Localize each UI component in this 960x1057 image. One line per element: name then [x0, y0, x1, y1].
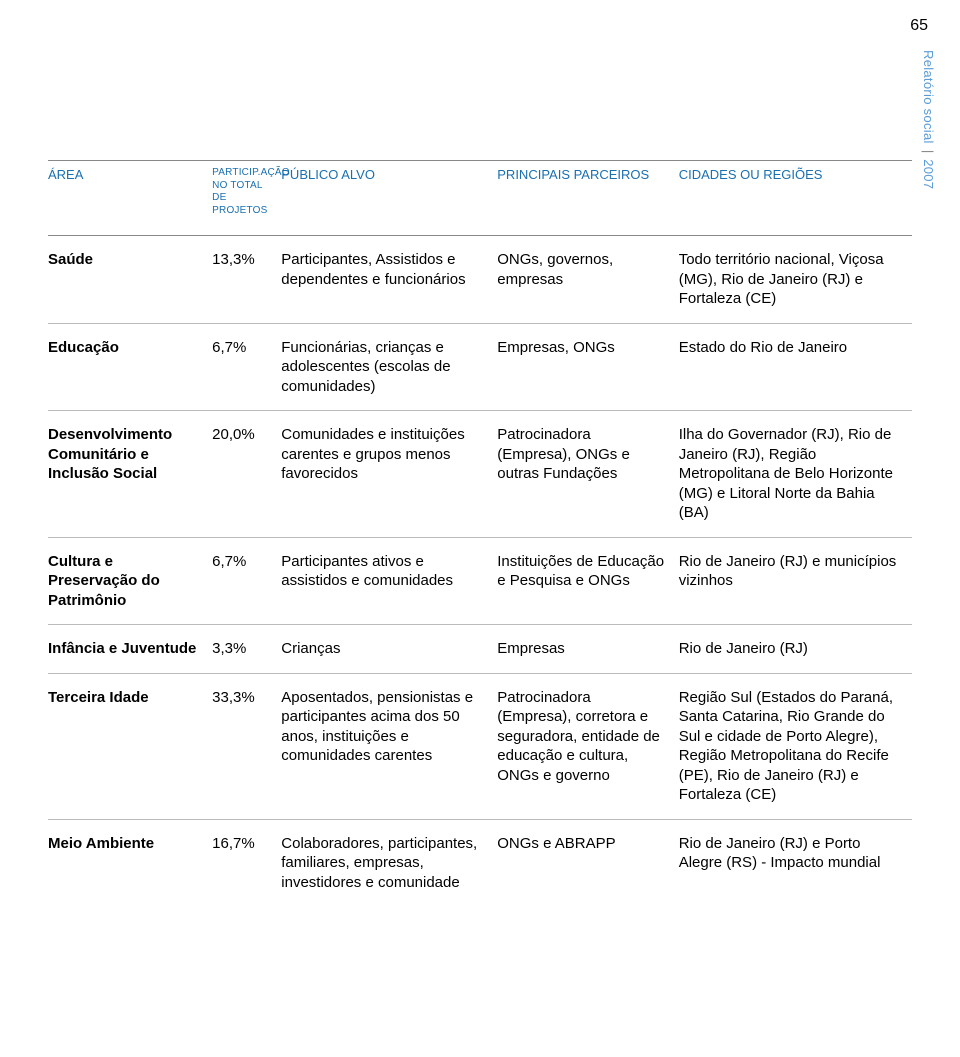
cell-area: Meio Ambiente	[48, 819, 212, 906]
table-header: ÁREA PARTICIP.AÇÃO NO TOTAL DE PROJETOS …	[48, 161, 912, 236]
col-header-particip: PARTICIP.AÇÃO NO TOTAL DE PROJETOS	[212, 161, 281, 236]
table-body: Saúde 13,3% Participantes, Assistidos e …	[48, 236, 912, 907]
projects-table: ÁREA PARTICIP.AÇÃO NO TOTAL DE PROJETOS …	[48, 160, 912, 906]
col-header-publico: PÚBLICO ALVO	[281, 161, 497, 236]
cell-cidades: Rio de Janeiro (RJ)	[679, 625, 912, 674]
cell-cidades: Rio de Janeiro (RJ) e Porto Alegre (RS) …	[679, 819, 912, 906]
cell-pct: 6,7%	[212, 323, 281, 411]
cell-cidades: Região Sul (Estados do Paraná, Santa Cat…	[679, 673, 912, 819]
table-row: Educação 6,7% Funcionárias, crianças e a…	[48, 323, 912, 411]
cell-publico: Aposentados, pensionistas e participante…	[281, 673, 497, 819]
table-header-row: ÁREA PARTICIP.AÇÃO NO TOTAL DE PROJETOS …	[48, 161, 912, 236]
cell-parceiros: Patrocinadora (Empresa), corretora e seg…	[497, 673, 678, 819]
cell-parceiros: Empresas	[497, 625, 678, 674]
cell-cidades: Rio de Janeiro (RJ) e municípios vizinho…	[679, 537, 912, 625]
cell-parceiros: Patrocinadora (Empresa), ONGs e outras F…	[497, 411, 678, 538]
cell-pct: 20,0%	[212, 411, 281, 538]
table-row: Desenvolvimento Comunitário e Inclusão S…	[48, 411, 912, 538]
cell-publico: Participantes, Assistidos e dependentes …	[281, 236, 497, 324]
cell-area: Infância e Juventude	[48, 625, 212, 674]
side-label-sep: |	[921, 146, 936, 158]
page-number: 65	[910, 16, 928, 37]
side-running-header: Relatório social | 2007	[919, 50, 936, 189]
cell-publico: Comunidades e instituições carentes e gr…	[281, 411, 497, 538]
table-row: Saúde 13,3% Participantes, Assistidos e …	[48, 236, 912, 324]
cell-parceiros: Instituições de Educação e Pesquisa e ON…	[497, 537, 678, 625]
cell-publico: Crianças	[281, 625, 497, 674]
cell-pct: 33,3%	[212, 673, 281, 819]
cell-pct: 6,7%	[212, 537, 281, 625]
cell-area: Desenvolvimento Comunitário e Inclusão S…	[48, 411, 212, 538]
cell-cidades: Ilha do Governador (RJ), Rio de Janeiro …	[679, 411, 912, 538]
cell-pct: 3,3%	[212, 625, 281, 674]
cell-publico: Participantes ativos e assistidos e comu…	[281, 537, 497, 625]
cell-cidades: Estado do Rio de Janeiro	[679, 323, 912, 411]
cell-publico: Colaboradores, participantes, familiares…	[281, 819, 497, 906]
table-row: Infância e Juventude 3,3% Crianças Empre…	[48, 625, 912, 674]
col-header-area: ÁREA	[48, 161, 212, 236]
cell-parceiros: ONGs e ABRAPP	[497, 819, 678, 906]
cell-area: Saúde	[48, 236, 212, 324]
table-row: Meio Ambiente 16,7% Colaboradores, parti…	[48, 819, 912, 906]
projects-table-container: ÁREA PARTICIP.AÇÃO NO TOTAL DE PROJETOS …	[48, 160, 912, 906]
cell-pct: 16,7%	[212, 819, 281, 906]
col-header-cidades: CIDADES OU REGIÕES	[679, 161, 912, 236]
side-label-title: Relatório social	[921, 50, 936, 144]
col-header-parceiros: PRINCIPAIS PARCEIROS	[497, 161, 678, 236]
cell-cidades: Todo território nacional, Viçosa (MG), R…	[679, 236, 912, 324]
cell-area: Educação	[48, 323, 212, 411]
cell-parceiros: ONGs, governos, empresas	[497, 236, 678, 324]
cell-area: Cultura e Preservação do Patrimônio	[48, 537, 212, 625]
side-label-year: 2007	[921, 159, 936, 189]
table-row: Terceira Idade 33,3% Aposentados, pensio…	[48, 673, 912, 819]
table-row: Cultura e Preservação do Patrimônio 6,7%…	[48, 537, 912, 625]
cell-publico: Funcionárias, crianças e adolescentes (e…	[281, 323, 497, 411]
cell-parceiros: Empresas, ONGs	[497, 323, 678, 411]
cell-pct: 13,3%	[212, 236, 281, 324]
cell-area: Terceira Idade	[48, 673, 212, 819]
